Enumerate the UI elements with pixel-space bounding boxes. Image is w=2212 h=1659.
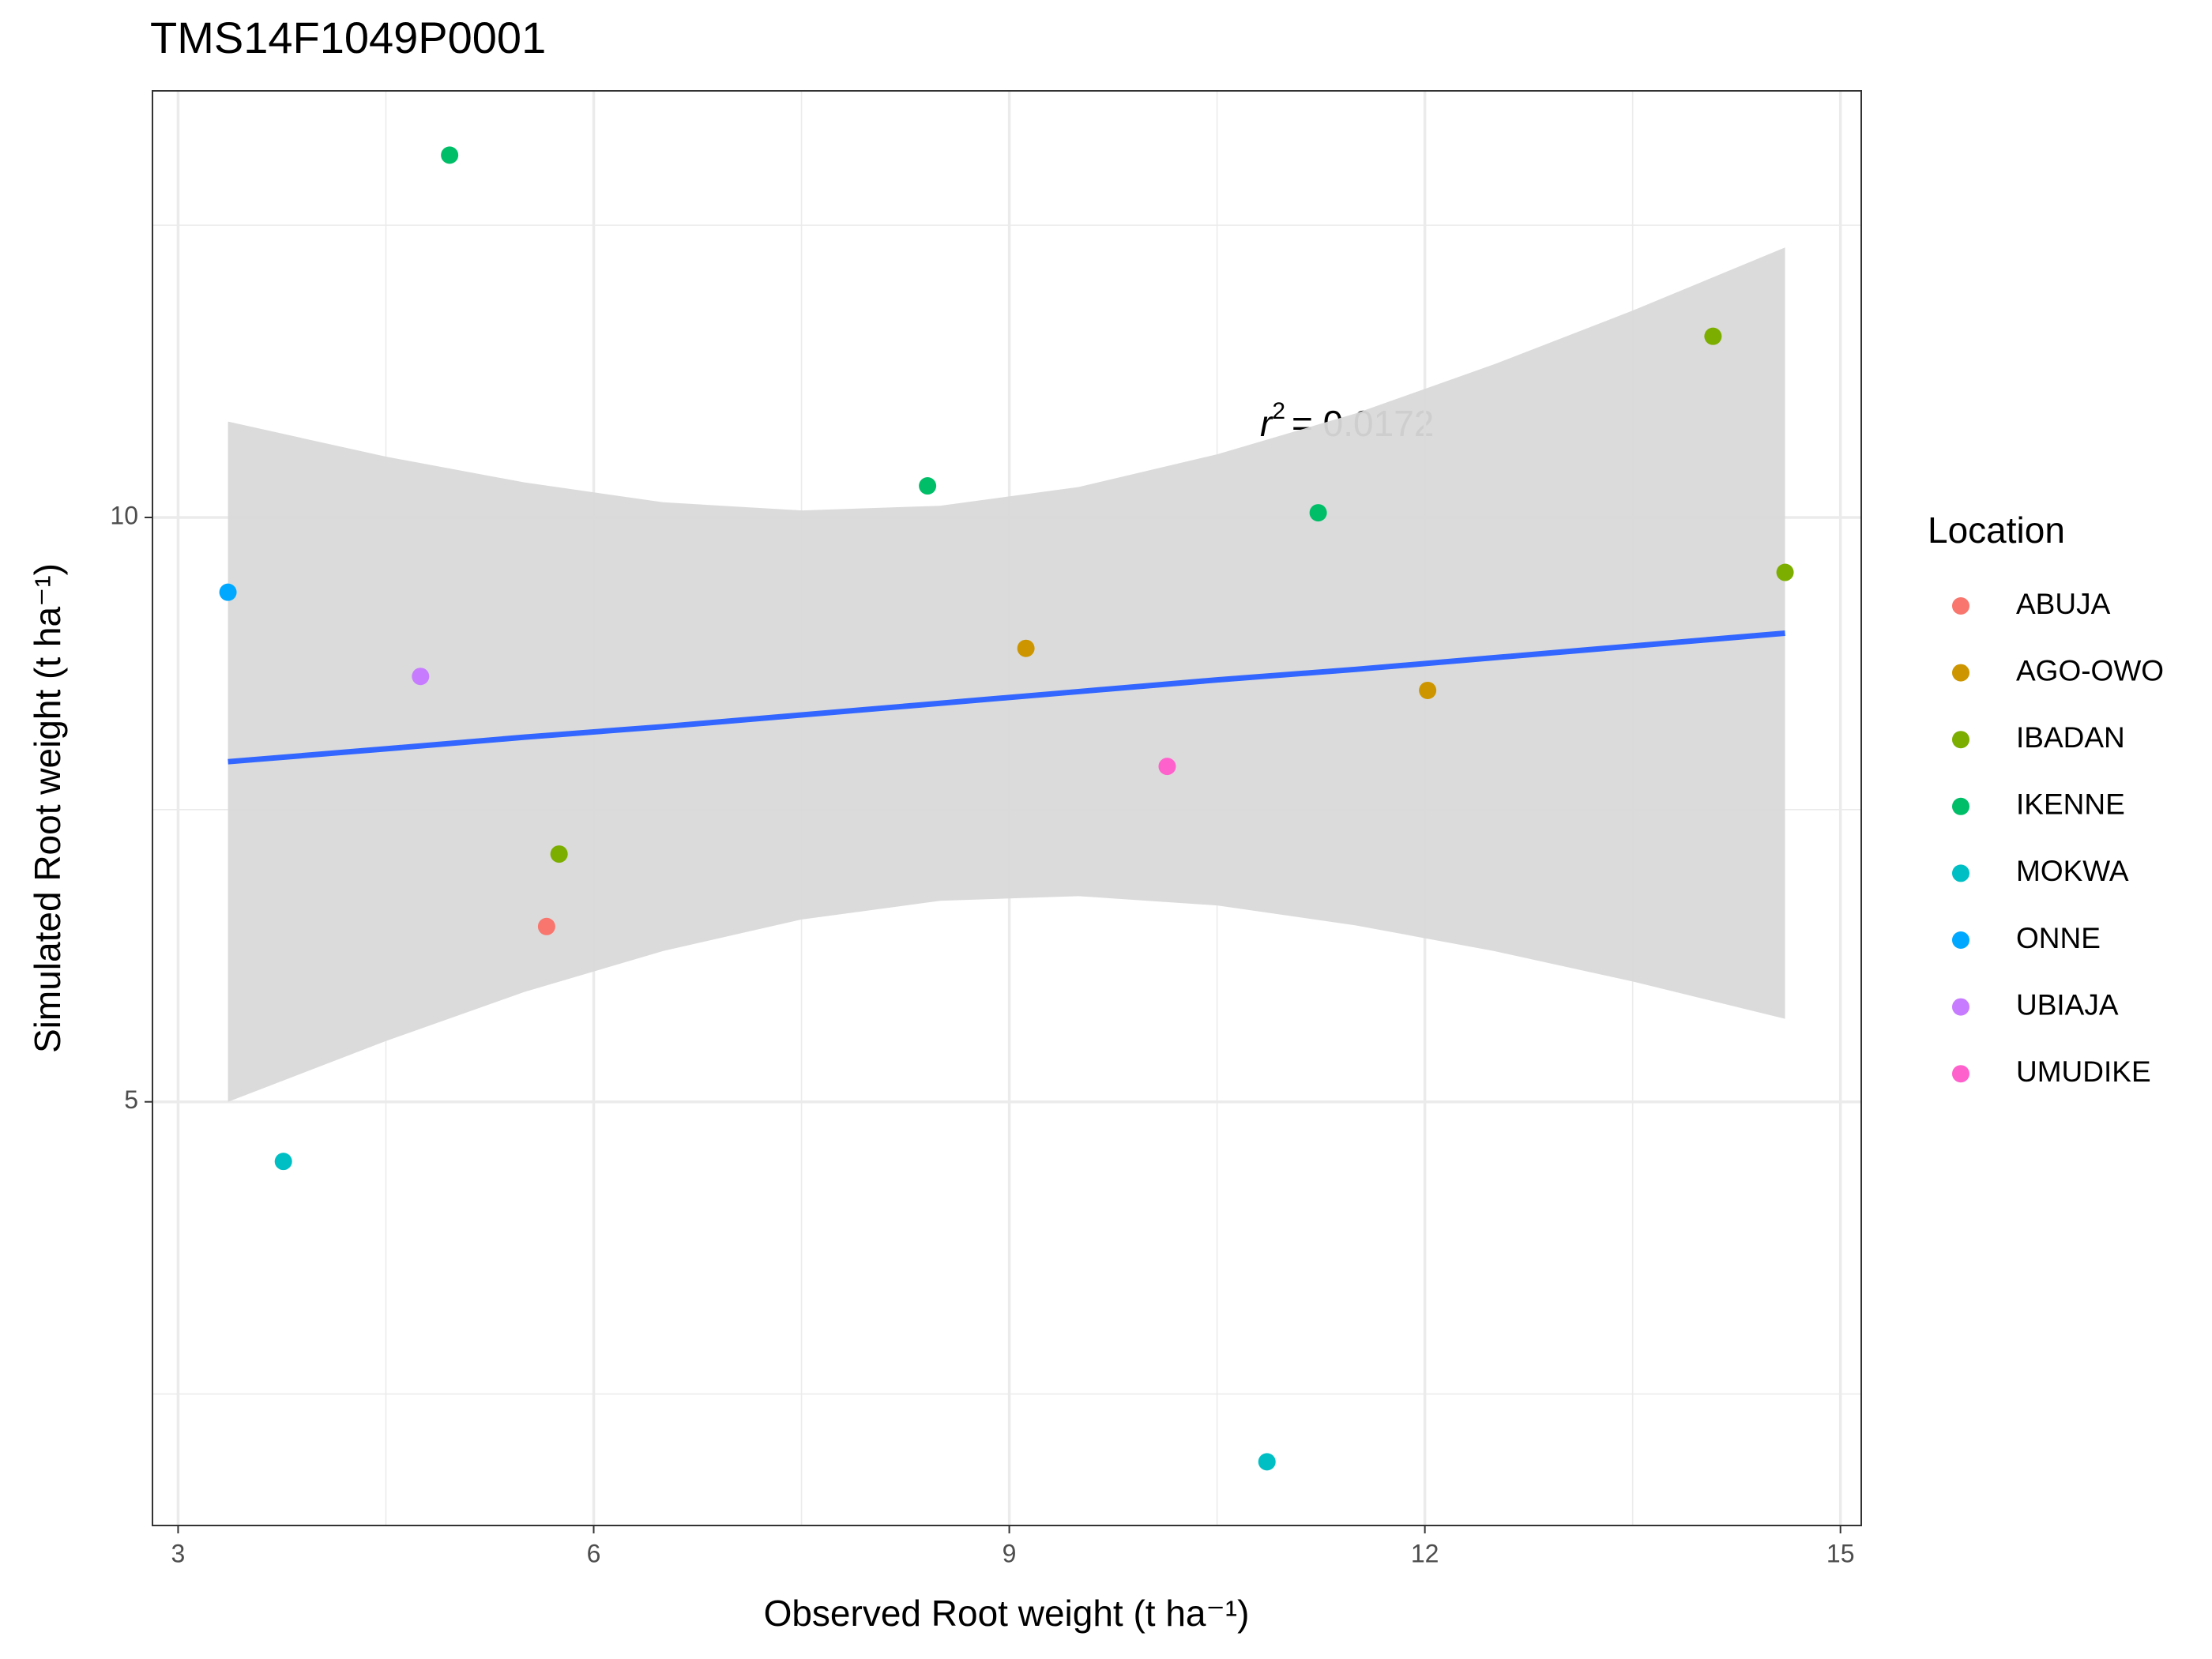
- legend-swatch: [1952, 864, 1969, 882]
- point: [537, 917, 555, 935]
- point: [1309, 504, 1327, 522]
- legend-label: IBADAN: [2016, 721, 2125, 754]
- legend-label: ONNE: [2016, 922, 2101, 954]
- point: [1419, 681, 1437, 699]
- legend-swatch: [1952, 664, 1969, 682]
- x-tick-label: 3: [171, 1539, 186, 1567]
- panel-border: [152, 90, 1862, 1526]
- y-tick-label: 10: [110, 501, 138, 529]
- legend-label: UMUDIKE: [2016, 1055, 2151, 1088]
- point: [1704, 327, 1722, 345]
- annotation-exponent: 2: [1272, 398, 1285, 424]
- x-axis-title: Observed Root weight (t ha⁻¹): [764, 1593, 1250, 1634]
- point: [1776, 563, 1794, 581]
- legend-swatch: [1952, 931, 1969, 949]
- point: [1017, 639, 1035, 657]
- point: [219, 583, 237, 601]
- x-tick-label: 15: [1826, 1539, 1855, 1567]
- point: [441, 146, 459, 164]
- chart-title: TMS14F1049P0001: [150, 13, 546, 62]
- x-tick-label: 6: [587, 1539, 601, 1567]
- legend-swatch: [1952, 1065, 1969, 1083]
- y-tick-label: 5: [124, 1085, 138, 1114]
- point: [919, 477, 937, 495]
- x-tick-label: 12: [1411, 1539, 1439, 1567]
- legend-label: IKENNE: [2016, 788, 2125, 821]
- legend-label: MOKWA: [2016, 855, 2129, 887]
- legend-swatch: [1952, 998, 1969, 1016]
- annotation-symbol: r: [1260, 403, 1273, 444]
- y-axis-title: Simulated Root weight (t ha⁻¹): [27, 563, 68, 1053]
- legend-label: ABUJA: [2016, 588, 2111, 620]
- legend-swatch: [1952, 597, 1969, 615]
- x-tick-label: 9: [1003, 1539, 1017, 1567]
- confidence-band: [228, 247, 1785, 1102]
- point: [1158, 758, 1176, 776]
- point: [412, 668, 430, 686]
- legend-swatch: [1952, 797, 1969, 815]
- legend-swatch: [1952, 731, 1969, 749]
- legend-label: UBIAJA: [2016, 988, 2119, 1021]
- fit-line: [228, 630, 1785, 765]
- point: [274, 1153, 292, 1171]
- legend-label: AGO-OWO: [2016, 654, 2164, 687]
- point: [1258, 1453, 1276, 1471]
- legend-title: Location: [1928, 510, 2065, 551]
- point: [550, 845, 568, 863]
